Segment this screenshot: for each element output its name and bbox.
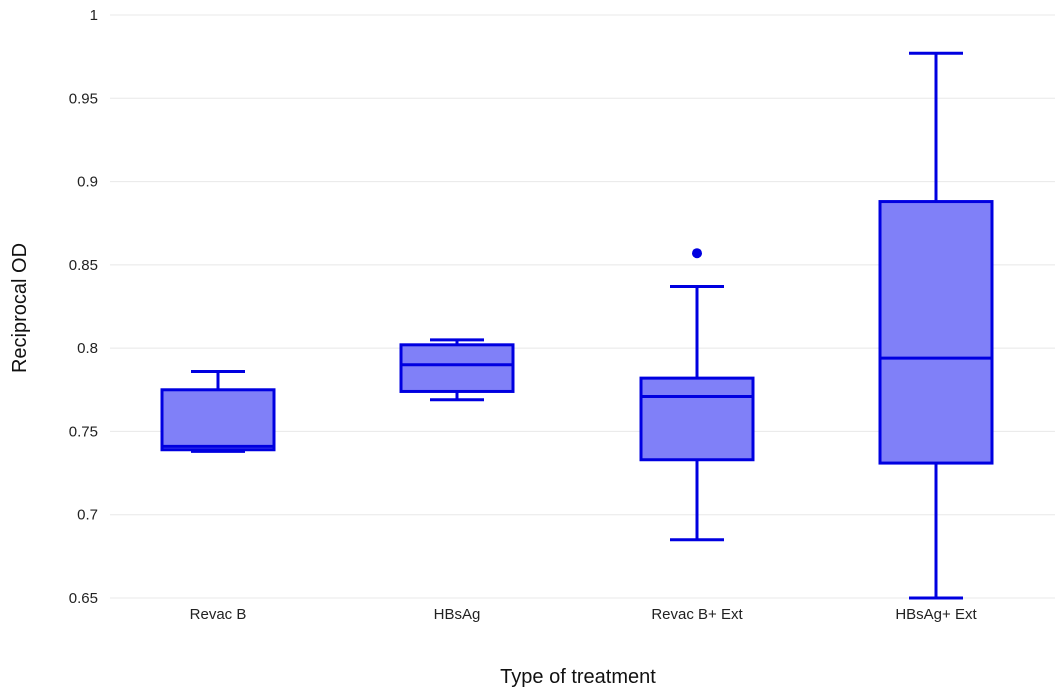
y-axis-title: Reciprocal OD [9, 243, 31, 373]
y-tick-label: 0.75 [69, 423, 98, 440]
y-axis-ticks: 0.65 0.7 0.75 0.8 0.85 0.9 0.95 1 [69, 7, 98, 607]
y-tick-label: 0.65 [69, 590, 98, 607]
y-tick-label: 0.95 [69, 90, 98, 107]
y-tick-label: 0.9 [77, 174, 98, 191]
box-3 [639, 248, 755, 542]
box-4 [878, 51, 994, 600]
y-tick-label: 0.8 [77, 340, 98, 357]
x-axis-title: Type of treatment [500, 666, 656, 688]
y-tick-label: 0.7 [77, 507, 98, 524]
box-1 [160, 369, 276, 453]
iqr-box [160, 388, 276, 452]
iqr-box [399, 343, 515, 393]
outlier-point [692, 248, 702, 259]
boxes [160, 51, 994, 600]
x-tick-label: HBsAg [434, 606, 481, 623]
x-tick-label: HBsAg+ Ext [895, 606, 977, 623]
y-tick-label: 1 [90, 7, 98, 24]
x-tick-label: Revac B [190, 606, 247, 623]
iqr-box [639, 376, 755, 462]
iqr-box [878, 200, 994, 465]
x-tick-label: Revac B+ Ext [651, 606, 743, 623]
x-axis-ticks: Revac B HBsAg Revac B+ Ext HBsAg+ Ext [190, 606, 978, 623]
box-2 [399, 338, 515, 402]
y-tick-label: 0.85 [69, 257, 98, 274]
